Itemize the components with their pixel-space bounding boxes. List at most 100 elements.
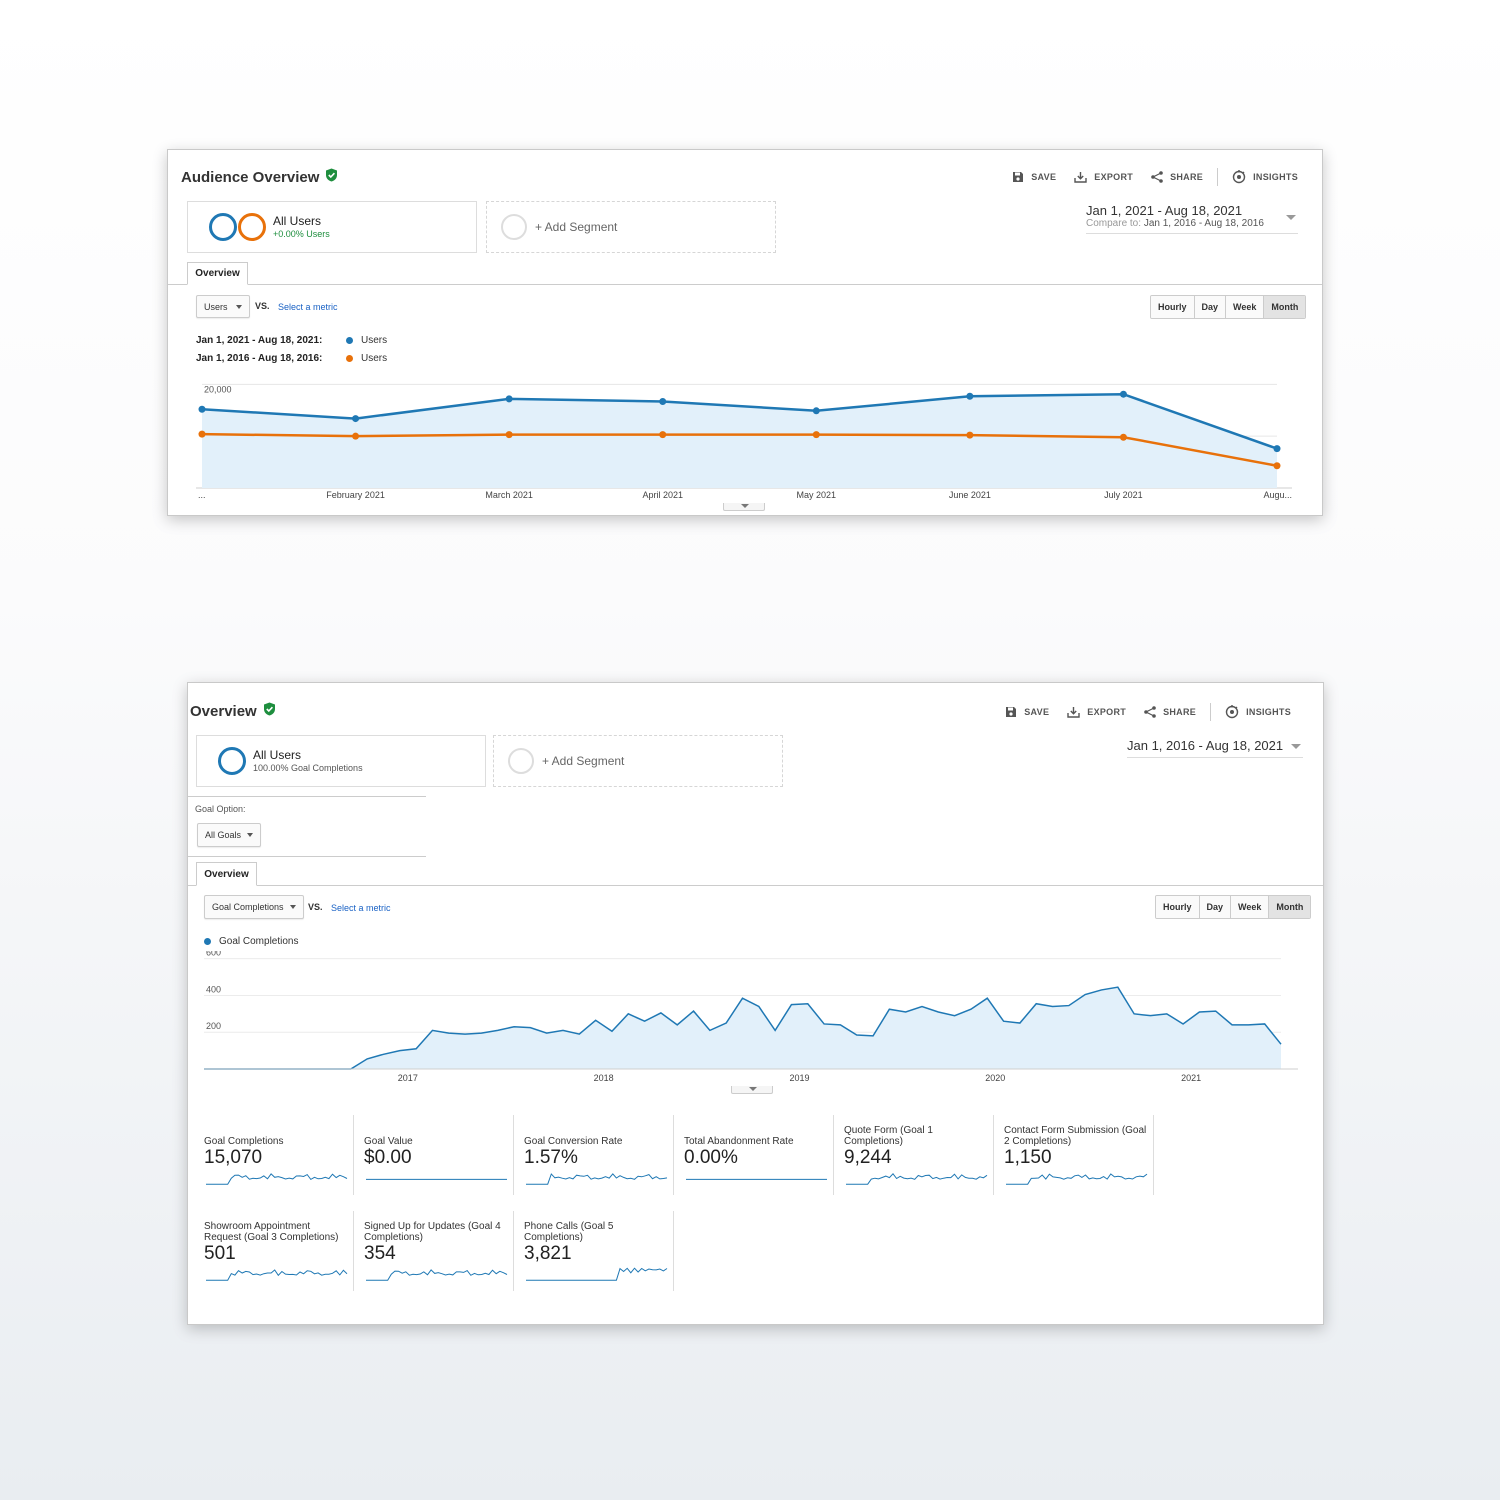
granularity-hourly[interactable]: Hourly (1151, 296, 1194, 318)
data-point (812, 407, 820, 415)
data-point (198, 405, 206, 413)
scorecard[interactable]: Signed Up for Updates (Goal 4 Completion… (364, 1211, 514, 1291)
granularity-hourly[interactable]: Hourly (1156, 896, 1199, 918)
export-icon (1067, 707, 1080, 718)
sparkline-path (366, 1269, 508, 1281)
scorecard[interactable]: Goal Conversion Rate 1.57% (524, 1115, 674, 1195)
tab-overview[interactable]: Overview (196, 862, 257, 886)
add-segment-circle-icon (501, 214, 527, 240)
sparkline (846, 1173, 988, 1185)
scorecard[interactable]: Goal Completions 15,070 (204, 1115, 354, 1195)
metric-dropdown[interactable]: Users (196, 295, 250, 318)
data-point (505, 431, 513, 439)
scorecard-label: Contact Form Submission (Goal 2 Completi… (1004, 1125, 1147, 1147)
granularity-month[interactable]: Month (1263, 296, 1306, 318)
share-button[interactable]: SHARE (1144, 706, 1196, 718)
chart-resize-handle[interactable] (731, 1086, 773, 1094)
segment-all-users[interactable]: All Users 100.00% Goal Completions (196, 735, 486, 787)
sparkline (366, 1269, 508, 1281)
legend-compare-name: Users (361, 353, 388, 364)
segment-all-users[interactable]: All Users +0.00% Users (187, 201, 477, 253)
x-tick-label: 2021 (1181, 1073, 1201, 1083)
granularity-day[interactable]: Day (1198, 896, 1231, 918)
scorecard-value: 15,070 (204, 1147, 263, 1168)
x-tick-label: Augu... (1263, 490, 1292, 500)
add-segment-button[interactable]: + Add Segment (486, 201, 776, 253)
save-button[interactable]: SAVE (1012, 171, 1056, 183)
scorecard-label: Goal Value (364, 1136, 413, 1147)
scorecard[interactable]: Goal Value $0.00 (364, 1115, 514, 1195)
series-line-compare (201, 432, 1278, 467)
granularity-month[interactable]: Month (1268, 896, 1311, 918)
scorecard[interactable]: Showroom Appointment Request (Goal 3 Com… (204, 1211, 354, 1291)
verified-check-icon (325, 168, 338, 186)
date-caret-icon[interactable] (1286, 215, 1296, 220)
data-point (1273, 445, 1281, 453)
data-point (966, 431, 974, 439)
tab-overview-label: Overview (204, 868, 249, 880)
insights-button[interactable]: INSIGHTS (1232, 170, 1298, 184)
granularity-week[interactable]: Week (1230, 896, 1269, 918)
scorecard-label: Signed Up for Updates (Goal 4 Completion… (364, 1221, 501, 1243)
date-range-main: Jan 1, 2021 - Aug 18, 2021 (1086, 203, 1243, 218)
goal-completions-line (204, 986, 1282, 1070)
date-caret-icon[interactable] (1291, 744, 1301, 749)
add-segment-button[interactable]: + Add Segment (493, 735, 783, 787)
data-point (1119, 390, 1127, 398)
tab-overview[interactable]: Overview (187, 262, 248, 285)
save-label: SAVE (1024, 707, 1050, 717)
y-tick-label: 400 (206, 984, 221, 994)
legend-dot-blue (346, 337, 353, 344)
scorecard[interactable]: Total Abandonment Rate 0.00% (684, 1115, 834, 1195)
chart-resize-handle[interactable] (723, 503, 765, 511)
x-tick-label: February 2021 (326, 490, 385, 500)
insights-button[interactable]: INSIGHTS (1225, 705, 1291, 719)
audience-overview-panel: Audience Overview SAVE EXPORT SHARE INSI… (167, 149, 1323, 516)
verified-check-icon (263, 702, 276, 720)
sparkline (526, 1173, 668, 1185)
date-range-picker[interactable]: Jan 1, 2021 - Aug 18, 2021 Compare to: J… (1086, 203, 1298, 234)
data-point (659, 431, 667, 439)
granularity-week[interactable]: Week (1225, 296, 1264, 318)
sparkline (206, 1269, 348, 1281)
granularity-day[interactable]: Day (1193, 296, 1226, 318)
scorecard-value: 1,150 (1004, 1147, 1052, 1168)
insights-label: INSIGHTS (1253, 172, 1298, 182)
share-button[interactable]: SHARE (1151, 171, 1203, 183)
segment-color-ring-blue (218, 747, 246, 775)
toolbar-divider (1217, 168, 1219, 186)
compare-range: Jan 1, 2016 - Aug 18, 2016 (1143, 218, 1264, 229)
scorecard[interactable]: Quote Form (Goal 1 Completions) 9,244 (844, 1115, 994, 1195)
export-button[interactable]: EXPORT (1067, 706, 1126, 718)
segment-name: All Users (273, 214, 322, 228)
goal-completions-area-fill (204, 987, 1281, 1069)
add-segment-label: + Add Segment (535, 220, 618, 234)
save-button[interactable]: SAVE (1005, 706, 1049, 718)
scorecard[interactable]: Phone Calls (Goal 5 Completions) 3,821 (524, 1211, 674, 1291)
goal-option-divider-top (188, 796, 426, 797)
data-point (659, 397, 667, 405)
tab-bar-line (168, 284, 1322, 285)
x-tick-label: 2019 (789, 1073, 809, 1083)
select-metric-link[interactable]: Select a metric (278, 302, 338, 312)
share-icon (1144, 706, 1156, 718)
export-button[interactable]: EXPORT (1074, 171, 1133, 183)
save-icon (1013, 172, 1024, 182)
save-label: SAVE (1031, 172, 1057, 182)
metric-dropdown[interactable]: Goal Completions (204, 895, 304, 919)
legend-dot-blue (204, 938, 211, 945)
series-line-current (201, 392, 1278, 450)
vs-label: VS. (255, 301, 270, 311)
select-metric-link[interactable]: Select a metric (331, 903, 391, 913)
data-point (352, 432, 360, 440)
sparkline-path (846, 1173, 988, 1185)
sparkline-path (1006, 1173, 1148, 1185)
goal-option-dropdown[interactable]: All Goals (197, 823, 261, 847)
date-range-picker[interactable]: Jan 1, 2016 - Aug 18, 2021 (1127, 738, 1303, 758)
scorecard-value: $0.00 (364, 1147, 412, 1168)
legend-goal-name: Goal Completions (219, 936, 299, 947)
metric-dropdown-value: Users (204, 301, 228, 312)
page-title: Audience Overview (181, 168, 338, 186)
scorecard[interactable]: Contact Form Submission (Goal 2 Completi… (1004, 1115, 1154, 1195)
